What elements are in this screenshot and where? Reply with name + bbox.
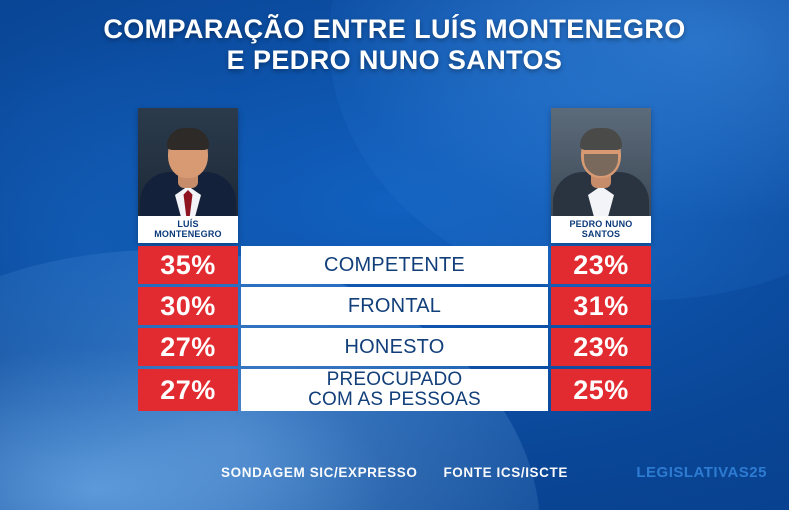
attribute-label-text: COMPETENTE <box>324 253 465 276</box>
candidate-photo-left <box>138 108 238 216</box>
value-left: 30% <box>138 287 238 325</box>
table-row: 27% PREOCUPADO COM AS PESSOAS 25% <box>138 369 651 411</box>
attribute-label: HONESTO <box>241 328 548 366</box>
candidate-name-left-line-1: LUÍS <box>177 219 199 229</box>
attribute-label-text: PREOCUPADO <box>326 369 463 390</box>
candidate-name-left-line-2: MONTENEGRO <box>154 229 222 239</box>
photo-tie <box>183 190 193 216</box>
photo-hair <box>167 128 209 150</box>
table-row: 27% HONESTO 23% <box>138 328 651 366</box>
candidate-name-right-line-2: SANTOS <box>581 229 621 239</box>
attribute-label-text: FRONTAL <box>347 294 442 317</box>
attribute-label: FRONTAL <box>241 287 548 325</box>
program-logo: LEGISLATIVAS25 <box>636 464 767 481</box>
photo-beard <box>584 154 618 176</box>
title-line-1: COMPARAÇÃO ENTRE LUÍS MONTENEGRO <box>103 14 686 44</box>
candidate-card-right: PEDRO NUNO SANTOS <box>551 108 651 243</box>
attribute-label: COMPETENTE <box>241 246 548 284</box>
attribute-label: PREOCUPADO COM AS PESSOAS <box>241 369 548 411</box>
attribute-label-text-line-2: COM AS PESSOAS <box>308 389 481 410</box>
value-left: 35% <box>138 246 238 284</box>
value-right: 25% <box>551 369 651 411</box>
value-right: 31% <box>551 287 651 325</box>
page-title: COMPARAÇÃO ENTRE LUÍS MONTENEGRO E PEDRO… <box>0 14 789 76</box>
value-left: 27% <box>138 369 238 411</box>
value-right: 23% <box>551 328 651 366</box>
candidate-name-left: LUÍS MONTENEGRO <box>138 216 238 243</box>
photo-hair <box>580 128 622 150</box>
title-line-2: E PEDRO NUNO SANTOS <box>226 45 563 75</box>
source-poll: SONDAGEM SIC/EXPRESSO <box>221 465 418 480</box>
value-left: 27% <box>138 328 238 366</box>
footer: SONDAGEM SIC/EXPRESSO FONTE ICS/ISCTE <box>0 465 789 480</box>
candidate-card-left: LUÍS MONTENEGRO <box>138 108 238 243</box>
source-data: FONTE ICS/ISCTE <box>443 465 568 480</box>
candidate-name-right: PEDRO NUNO SANTOS <box>551 216 651 243</box>
comparison-table: 35% COMPETENTE 23% 30% FRONTAL 31% 27% H… <box>138 246 651 414</box>
table-row: 30% FRONTAL 31% <box>138 287 651 325</box>
table-row: 35% COMPETENTE 23% <box>138 246 651 284</box>
value-right: 23% <box>551 246 651 284</box>
attribute-label-text: HONESTO <box>344 335 445 358</box>
candidate-name-right-line-1: PEDRO NUNO <box>569 219 633 229</box>
candidate-photo-right <box>551 108 651 216</box>
